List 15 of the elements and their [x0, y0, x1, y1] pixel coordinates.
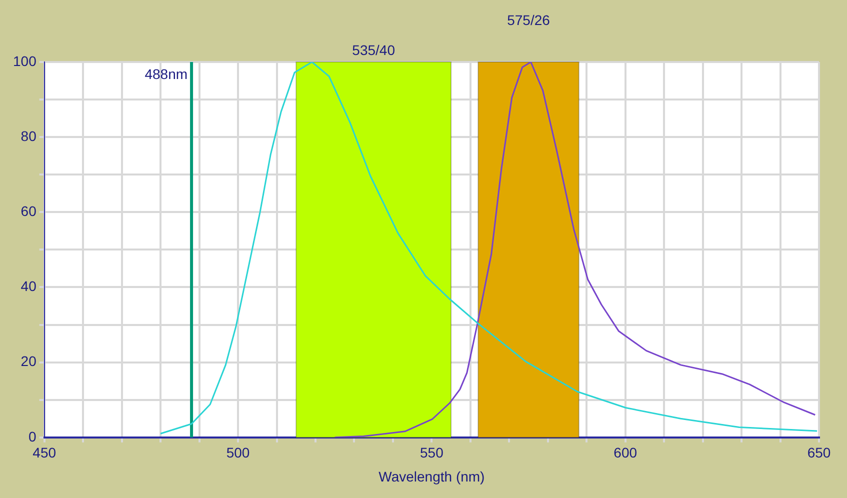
- x-tick-label: 600: [614, 444, 638, 461]
- y-tick-label: 80: [20, 128, 37, 144]
- x-tick-label: 550: [420, 444, 444, 461]
- y-tick-label: 60: [20, 203, 37, 220]
- x-tick-label: 450: [32, 444, 56, 461]
- ref-line-label: 488nm: [144, 66, 188, 82]
- x-axis-title: Wavelength (nm): [378, 468, 485, 484]
- band-label: 535/40: [352, 42, 396, 58]
- y-tick-label: 0: [28, 428, 37, 444]
- x-tick-label: 500: [226, 444, 250, 461]
- y-tick-label: 40: [20, 278, 37, 294]
- x-tick-label: 650: [807, 444, 831, 461]
- band-label: 575/26: [507, 12, 550, 28]
- y-tick-label: 100: [13, 52, 37, 69]
- y-tick-label: 20: [20, 353, 37, 370]
